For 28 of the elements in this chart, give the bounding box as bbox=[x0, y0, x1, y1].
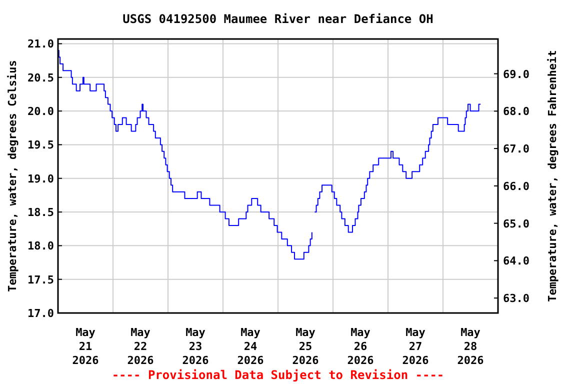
y2-tick-label: 66.0 bbox=[503, 180, 530, 193]
y-tick-label: 20.5 bbox=[28, 71, 54, 84]
x-tick-label: May 26 2026 bbox=[347, 326, 374, 367]
text: ---- Provisional Data Subject to Revision ---- bbox=[112, 368, 444, 382]
y-tick-label: 21.0 bbox=[28, 38, 54, 51]
y2-tick-label: 64.0 bbox=[503, 254, 530, 268]
y-tick-label: 20.0 bbox=[28, 105, 54, 118]
chart-title: USGS 04192500 Maumee River near Defiance OH bbox=[122, 12, 434, 26]
y-tick-label: 19.0 bbox=[28, 172, 54, 186]
y2-tick-label: 67.0 bbox=[503, 142, 530, 156]
y2-axis-title: Temperature, water, degrees Fahrenheit bbox=[546, 50, 559, 302]
x-tick-label: May 24 2026 bbox=[237, 326, 264, 367]
y2-tick-label: 68.0 bbox=[503, 105, 530, 118]
y-axis-title: Temperature, water, degrees Celsius bbox=[6, 60, 19, 292]
x-tick-label: May 27 2026 bbox=[402, 326, 430, 367]
x-tick-label: May 25 2026 bbox=[292, 326, 320, 367]
x-tick-label: May 28 2026 bbox=[457, 326, 484, 367]
y-tick-label: 18.0 bbox=[28, 240, 54, 253]
y-tick-label: 17.0 bbox=[28, 307, 54, 320]
y2-tick-label: 63.0 bbox=[503, 292, 530, 306]
x-tick-label: May 21 2026 bbox=[72, 326, 100, 367]
y-tick-label: 17.5 bbox=[28, 273, 54, 286]
y2-tick-label: 65.0 bbox=[503, 217, 530, 230]
y-tick-label: 18.5 bbox=[28, 206, 54, 220]
y-tick-label: 19.5 bbox=[28, 138, 54, 152]
x-tick-label: May 22 2026 bbox=[127, 326, 154, 367]
x-tick-label: May 23 2026 bbox=[182, 326, 210, 367]
y2-tick-label: 69.0 bbox=[503, 68, 530, 81]
